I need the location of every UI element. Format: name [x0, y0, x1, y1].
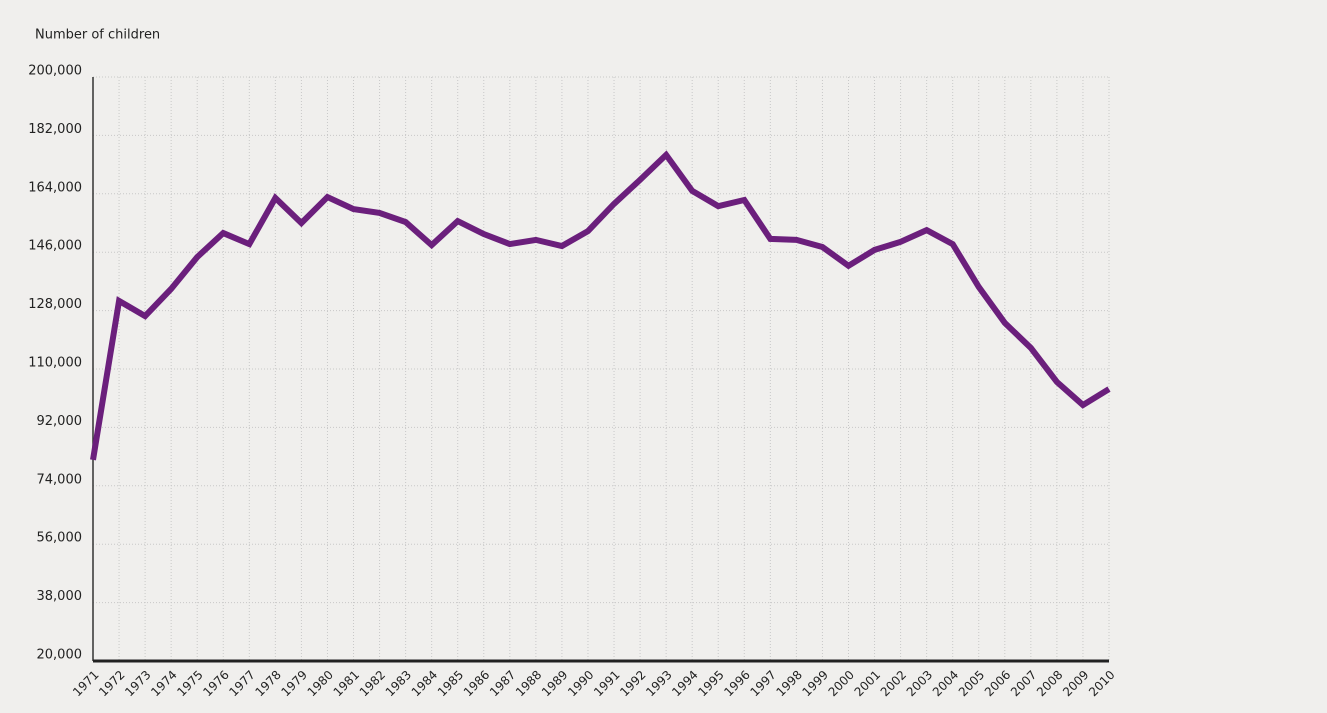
y-tick-label: 56,000 — [37, 531, 83, 546]
y-tick-label: 128,000 — [28, 297, 82, 312]
y-tick-label: 110,000 — [28, 356, 82, 371]
y-tick-label: 200,000 — [28, 64, 82, 79]
y-tick-label: 164,000 — [28, 180, 82, 195]
y-tick-label: 92,000 — [37, 414, 83, 429]
y-axis-label: Number of children — [35, 28, 160, 43]
data-line — [90, 150, 1111, 461]
y-tick-label: 38,000 — [37, 589, 83, 604]
y-tick-label: 74,000 — [37, 472, 83, 487]
y-tick-label: 182,000 — [28, 122, 82, 137]
y-tick-label: 20,000 — [37, 648, 83, 663]
y-tick-label: 146,000 — [28, 239, 82, 254]
